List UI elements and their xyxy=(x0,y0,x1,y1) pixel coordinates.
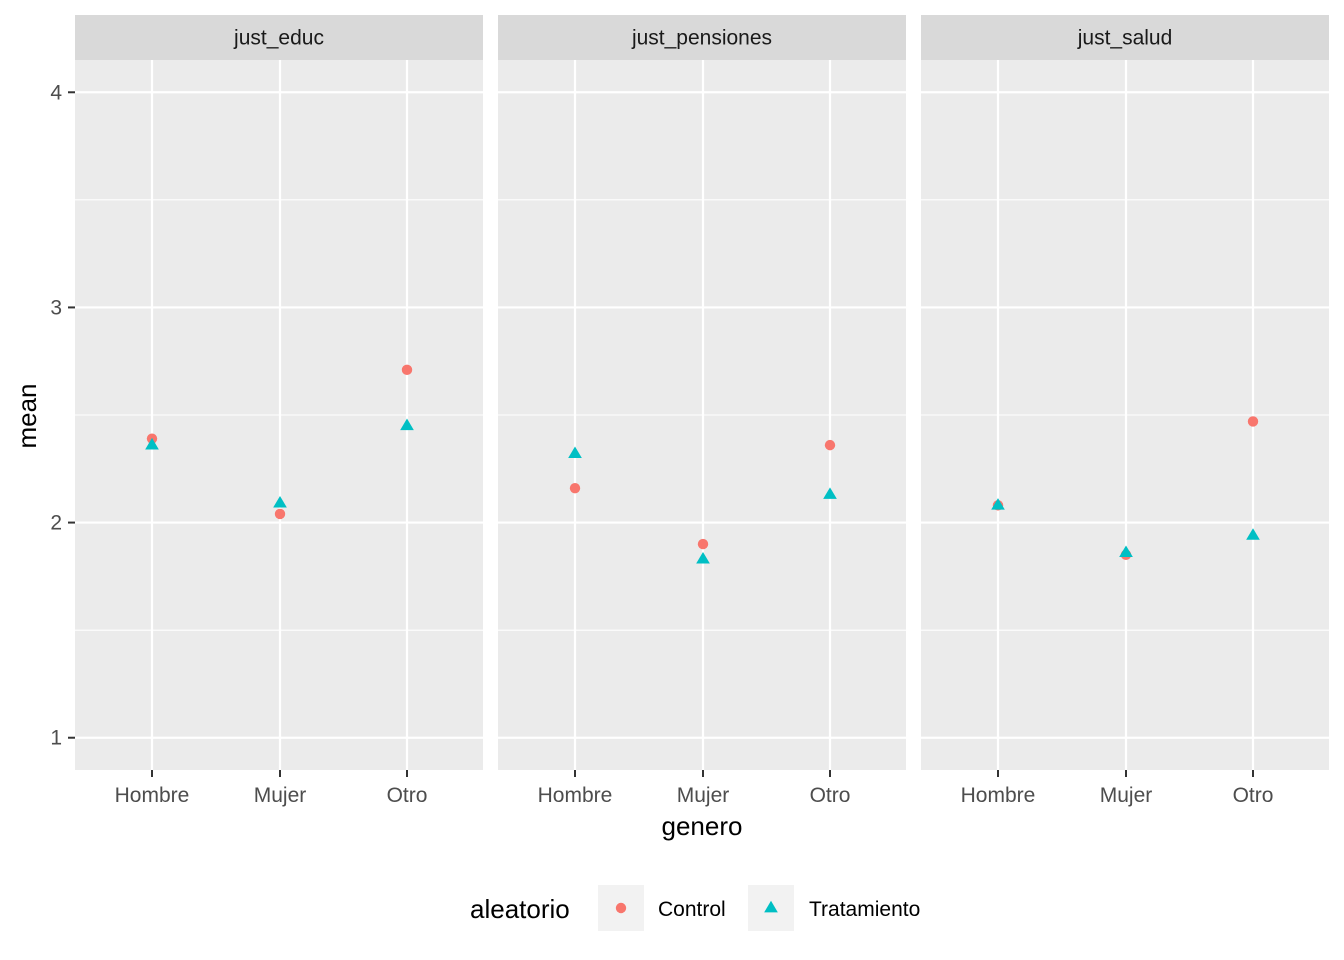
point-tratamiento-mujer xyxy=(696,551,710,564)
point-tratamiento-mujer xyxy=(1119,545,1133,558)
point-control-hombre xyxy=(569,482,581,494)
point-control-otro xyxy=(824,439,836,451)
point-tratamiento-mujer xyxy=(273,496,287,508)
panel-just-pensiones: just_pensiones Hombre Mujer Otro xyxy=(498,15,906,807)
panels-layer: just_educ Hombre Mujer Otro just_pensiones Ho… xyxy=(75,15,1329,807)
panel-strip xyxy=(921,15,1329,60)
x-tick-label: Hombre xyxy=(115,784,190,807)
x-tick-label: Hombre xyxy=(538,784,613,807)
legend-symbol-tratamiento xyxy=(764,900,778,913)
legend: aleatorio Control Tratamiento xyxy=(470,885,920,931)
x-axis-title: genero xyxy=(662,811,743,841)
x-tick-label: Hombre xyxy=(961,784,1036,807)
point-control-mujer xyxy=(274,508,286,520)
panel-strip-label: just_pensiones xyxy=(631,27,772,50)
panel-strip-label: just_salud xyxy=(1077,27,1173,50)
x-tick-label: Mujer xyxy=(677,784,730,807)
y-tick-label: 1 xyxy=(50,727,62,750)
panel-just-salud: just_salud Hombre Mujer Otro xyxy=(921,15,1329,807)
point-tratamiento-otro xyxy=(823,487,837,499)
panel-strip xyxy=(75,15,483,60)
point-tratamiento-hombre xyxy=(145,437,159,450)
point-control-otro xyxy=(401,364,413,376)
y-tick-label: 2 xyxy=(50,512,62,535)
x-tick-label: Otro xyxy=(1233,784,1274,807)
point-control-otro xyxy=(1247,416,1259,427)
legend-label-tratamiento: Tratamiento xyxy=(809,898,920,921)
point-tratamiento-otro xyxy=(1246,528,1260,540)
x-tick-label: Mujer xyxy=(254,784,307,807)
legend-symbol-control xyxy=(615,902,627,914)
panel-strip xyxy=(498,15,906,60)
x-tick-label: Otro xyxy=(387,784,428,807)
y-tick-label: 3 xyxy=(50,296,62,319)
panel-just-educ: just_educ Hombre Mujer Otro xyxy=(75,15,483,807)
x-tick-label: Mujer xyxy=(1100,784,1153,807)
legend-label-control: Control xyxy=(658,898,726,921)
y-tick-label: 4 xyxy=(50,81,62,104)
point-tratamiento-hombre xyxy=(991,498,1005,510)
legend-title: aleatorio xyxy=(470,894,570,924)
y-axis-title: mean xyxy=(12,383,42,448)
y-axis: 1 2 3 4 xyxy=(50,81,75,750)
panel-strip-label: just_educ xyxy=(233,27,324,50)
point-tratamiento-hombre xyxy=(568,446,582,459)
x-tick-label: Otro xyxy=(810,784,851,807)
point-control-mujer xyxy=(697,538,709,550)
point-tratamiento-otro xyxy=(400,418,414,431)
